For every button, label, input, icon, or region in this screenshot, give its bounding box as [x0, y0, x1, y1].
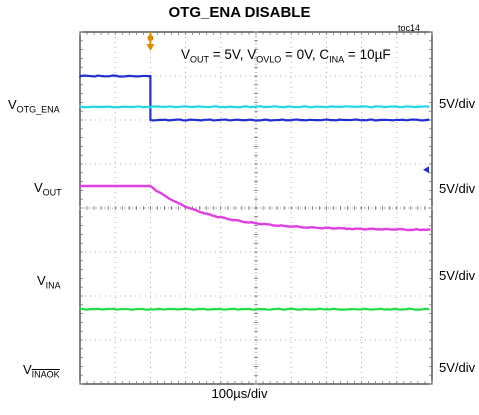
cond-vout: 5V [224, 47, 240, 62]
scale-ch3: 5V/div [439, 268, 476, 283]
trigger-arrow [146, 44, 155, 51]
scale-ch4: 5V/div [439, 360, 476, 375]
trace-v-out [78, 105, 430, 109]
label-v-out: VOUT [34, 180, 62, 198]
scale-ch1: 5V/div [439, 96, 476, 111]
figure-id: toc14 [398, 23, 421, 33]
scale-ch2: 5V/div [439, 181, 476, 196]
cond-cina: 10µF [359, 47, 391, 62]
trace-v-ina [80, 184, 431, 232]
trace-v-inaok [78, 307, 430, 311]
cond-vovlo: 0V [296, 47, 312, 62]
label-v-ina: VINA [37, 273, 61, 291]
trigger-marker-dot [147, 35, 154, 41]
label-v-inaok: VINAOK [23, 362, 60, 380]
chart-title: OTG_ENA DISABLE [168, 4, 311, 21]
test-conditions: VOUT = 5V, VOVLO = 0V, CINA = 10µF [181, 47, 391, 65]
label-v-otg-ena: VOTG_ENA [8, 97, 60, 115]
trace-v-otg-ena [78, 74, 430, 122]
ch1-level-arrow [423, 166, 429, 174]
x-scale-label: 100µs/div [211, 386, 268, 401]
